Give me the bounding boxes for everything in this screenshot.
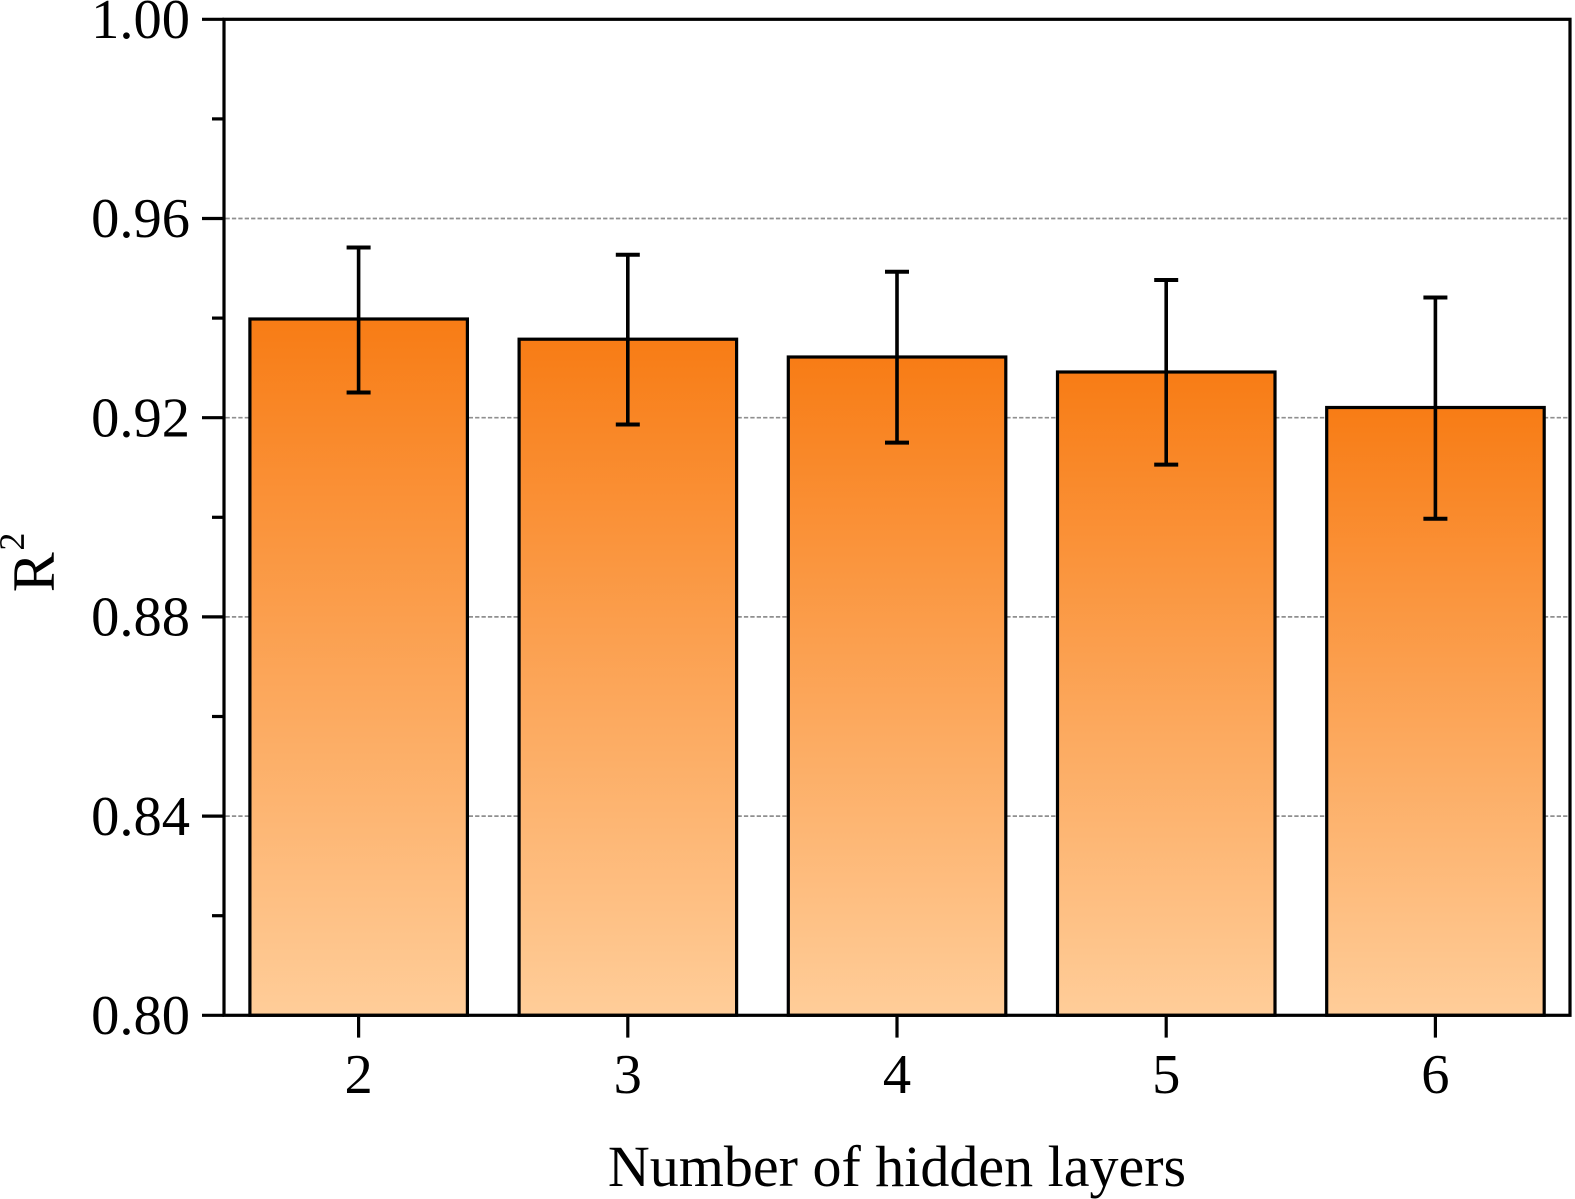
svg-text:5: 5 [1152,1044,1180,1106]
svg-text:1.00: 1.00 [91,0,190,51]
svg-text:4: 4 [883,1044,911,1106]
svg-text:0.96: 0.96 [91,188,190,250]
svg-text:6: 6 [1421,1044,1449,1106]
svg-text:2: 2 [344,1044,372,1106]
svg-text:Number of hidden layers: Number of hidden layers [608,1134,1186,1199]
svg-text:0.84: 0.84 [91,786,190,848]
svg-text:0.92: 0.92 [91,387,190,449]
svg-text:3: 3 [614,1044,642,1106]
svg-text:R: R [1,552,67,592]
svg-text:0.88: 0.88 [91,587,190,649]
svg-text:0.80: 0.80 [91,985,190,1047]
